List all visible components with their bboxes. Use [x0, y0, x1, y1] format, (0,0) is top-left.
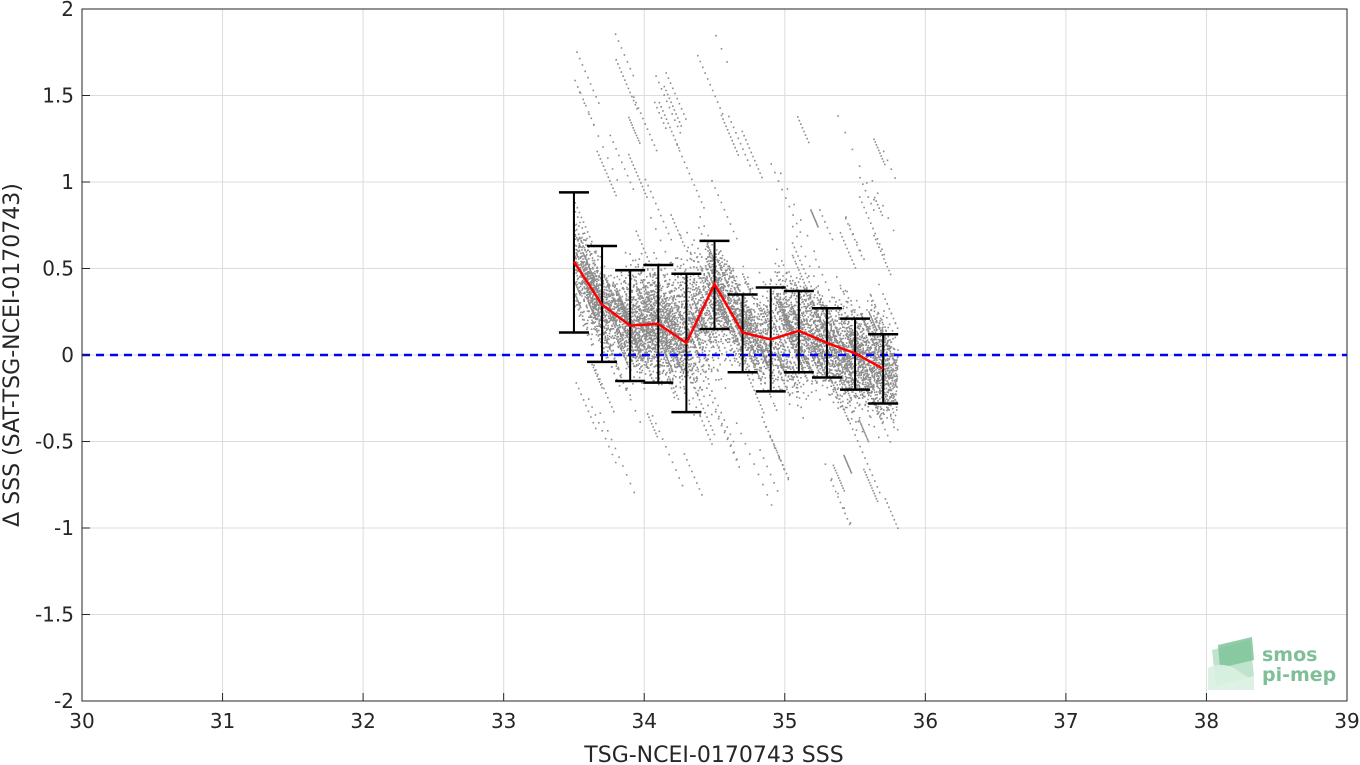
x-tick-label: 33	[491, 709, 516, 733]
mean-line	[572, 260, 884, 370]
y-tick-label: 0	[61, 343, 74, 367]
logo-line2: pi-mep	[1262, 664, 1336, 686]
x-tick-label: 37	[1053, 709, 1078, 733]
x-axis-label: TSG-NCEI-0170743 SSS	[583, 743, 843, 765]
y-tick-label: 1.5	[42, 84, 74, 108]
logo-icon	[1208, 637, 1255, 690]
y-tick-label: 2	[61, 0, 74, 21]
x-tick-label: 30	[69, 709, 94, 733]
x-tick-label: 34	[631, 709, 656, 733]
y-tick-label: 1	[61, 170, 74, 194]
x-tick-label: 35	[772, 709, 797, 733]
y-tick-label: -0.5	[35, 430, 74, 454]
y-tick-label: 0.5	[42, 257, 74, 281]
x-tick-label: 36	[913, 709, 938, 733]
x-tick-label: 31	[210, 709, 235, 733]
y-tick-label: -2	[54, 689, 74, 713]
smos-pi-mep-logo: smos pi-mep	[1208, 637, 1336, 690]
mean-line-path	[572, 260, 884, 370]
y-axis-ticks: 2 1.5 1 0.5 0 -0.5 -1 -1.5 -2	[35, 0, 90, 713]
y-tick-label: -1.5	[35, 603, 74, 627]
scatter-cloud	[574, 33, 899, 530]
y-tick-label: -1	[54, 516, 74, 540]
y-axis-label: Δ SSS (SAT-TSG-NCEI-0170743)	[0, 183, 25, 527]
scatter-points	[574, 33, 899, 530]
x-tick-label: 38	[1194, 709, 1219, 733]
logo-line1: smos	[1262, 644, 1317, 666]
x-tick-label: 32	[350, 709, 375, 733]
x-axis-ticks: 30 31 32 33 34 35 36 37 38 39	[69, 693, 1360, 733]
x-tick-label: 39	[1334, 709, 1359, 733]
